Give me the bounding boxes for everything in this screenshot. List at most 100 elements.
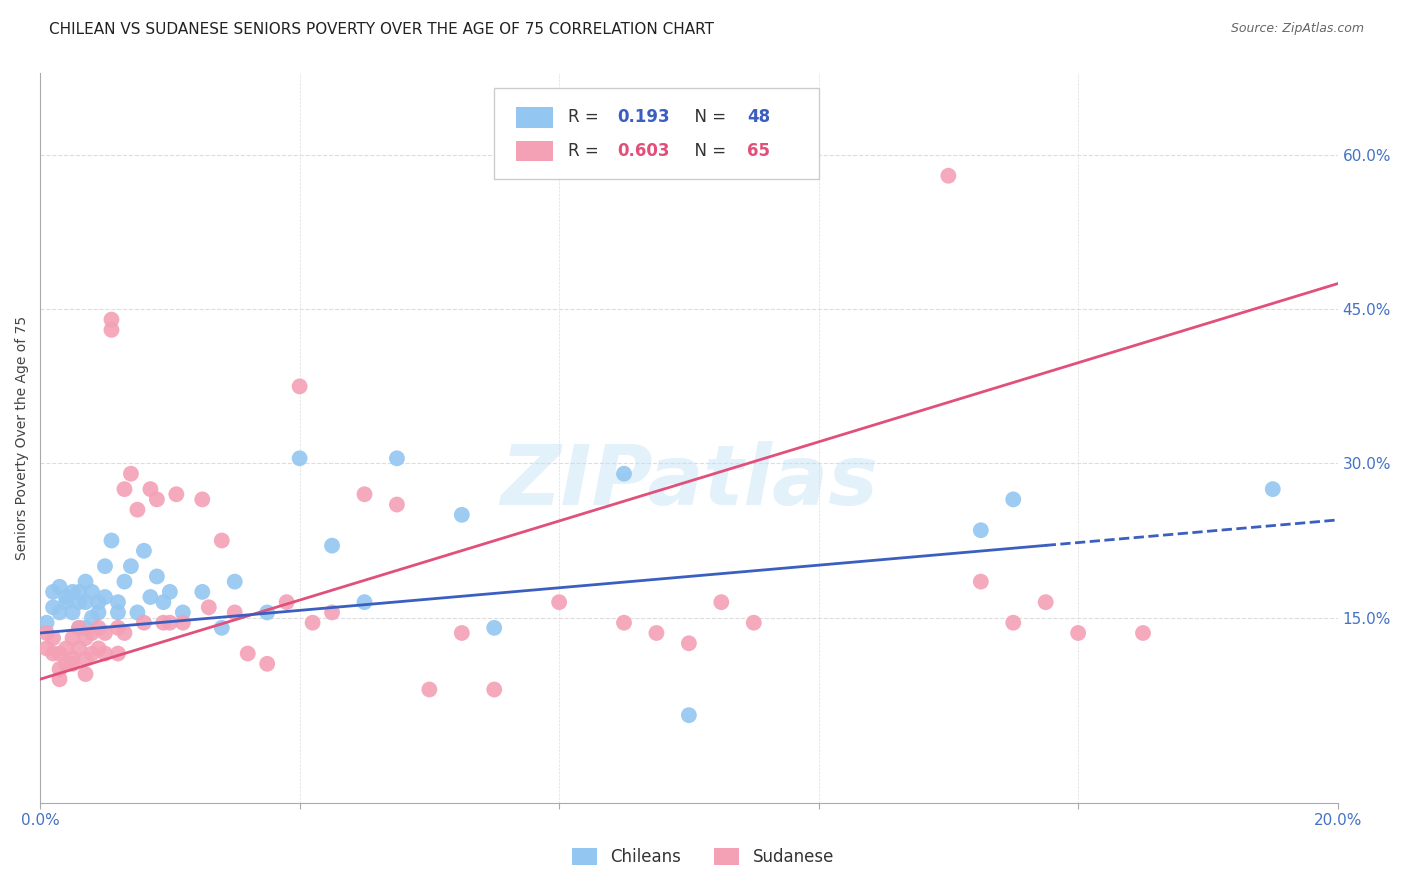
Point (159, 585, 181, 599)
Point (100, 312, 122, 326)
Point (67, 585, 90, 599)
Point (970, 574, 993, 589)
Point (321, 539, 343, 553)
Point (80, 626, 103, 640)
Point (127, 502, 149, 516)
Point (55, 590, 77, 604)
Point (152, 595, 174, 609)
Point (139, 482, 162, 496)
Point (62, 606, 84, 620)
Point (75, 651, 97, 665)
Point (87, 595, 110, 609)
Point (35, 626, 58, 640)
Point (678, 708, 700, 723)
Point (48, 606, 70, 620)
Point (1002, 615, 1025, 630)
Point (139, 590, 162, 604)
Point (94, 647, 117, 661)
Point (67, 621, 90, 635)
Point (67, 641, 90, 656)
Point (1035, 595, 1057, 609)
Point (100, 533, 122, 548)
Point (224, 606, 246, 620)
Point (678, 636, 700, 650)
Text: R =: R = (568, 109, 605, 127)
Point (211, 621, 233, 635)
Point (613, 615, 636, 630)
FancyBboxPatch shape (516, 107, 553, 128)
Point (645, 626, 668, 640)
Point (35, 641, 58, 656)
Point (107, 647, 129, 661)
Point (132, 615, 155, 630)
Point (548, 595, 571, 609)
Text: CHILEAN VS SUDANESE SENIORS POVERTY OVER THE AGE OF 75 CORRELATION CHART: CHILEAN VS SUDANESE SENIORS POVERTY OVER… (49, 22, 714, 37)
Y-axis label: Seniors Poverty Over the Age of 75: Seniors Poverty Over the Age of 75 (15, 316, 30, 560)
Point (301, 615, 323, 630)
Point (353, 595, 375, 609)
Point (75, 595, 97, 609)
Point (1132, 626, 1154, 640)
Text: ZIPatlas: ZIPatlas (501, 441, 877, 522)
Point (288, 379, 311, 393)
Point (55, 595, 77, 609)
Point (107, 621, 129, 635)
Point (710, 595, 733, 609)
Point (191, 585, 214, 599)
Point (100, 323, 122, 337)
Point (114, 626, 136, 640)
Point (256, 606, 278, 620)
Point (80, 585, 103, 599)
Point (418, 682, 440, 697)
Point (132, 543, 155, 558)
Point (197, 600, 219, 615)
Text: Source: ZipAtlas.com: Source: ZipAtlas.com (1230, 22, 1364, 36)
Point (236, 647, 259, 661)
Point (742, 615, 765, 630)
Point (450, 626, 472, 640)
Point (55, 641, 77, 656)
Point (48, 672, 70, 686)
Point (191, 492, 214, 507)
Point (42, 647, 65, 661)
Point (127, 606, 149, 620)
Point (87, 606, 110, 620)
Point (62, 631, 84, 645)
Text: N =: N = (683, 109, 731, 127)
Point (62, 651, 84, 665)
Point (1002, 492, 1025, 507)
Point (353, 487, 375, 501)
Point (94, 559, 117, 574)
Point (42, 585, 65, 599)
Point (120, 467, 142, 481)
FancyBboxPatch shape (516, 141, 553, 161)
Point (970, 523, 993, 537)
Point (1261, 482, 1284, 496)
Point (94, 626, 117, 640)
Point (35, 615, 58, 630)
Point (114, 482, 136, 496)
Point (107, 595, 129, 609)
Point (146, 569, 169, 583)
Point (321, 606, 343, 620)
Point (385, 498, 408, 512)
Point (48, 662, 70, 676)
Point (62, 585, 84, 599)
Point (385, 451, 408, 466)
Point (224, 574, 246, 589)
Legend: Chileans, Sudanese: Chileans, Sudanese (565, 841, 841, 873)
Point (67, 621, 90, 635)
Point (87, 641, 110, 656)
Point (42, 600, 65, 615)
Point (42, 631, 65, 645)
Point (484, 682, 506, 697)
Point (75, 667, 97, 681)
Point (114, 574, 136, 589)
Point (613, 467, 636, 481)
Point (165, 487, 187, 501)
Point (62, 657, 84, 671)
Point (276, 595, 298, 609)
Point (450, 508, 472, 522)
Point (80, 647, 103, 661)
Point (146, 492, 169, 507)
